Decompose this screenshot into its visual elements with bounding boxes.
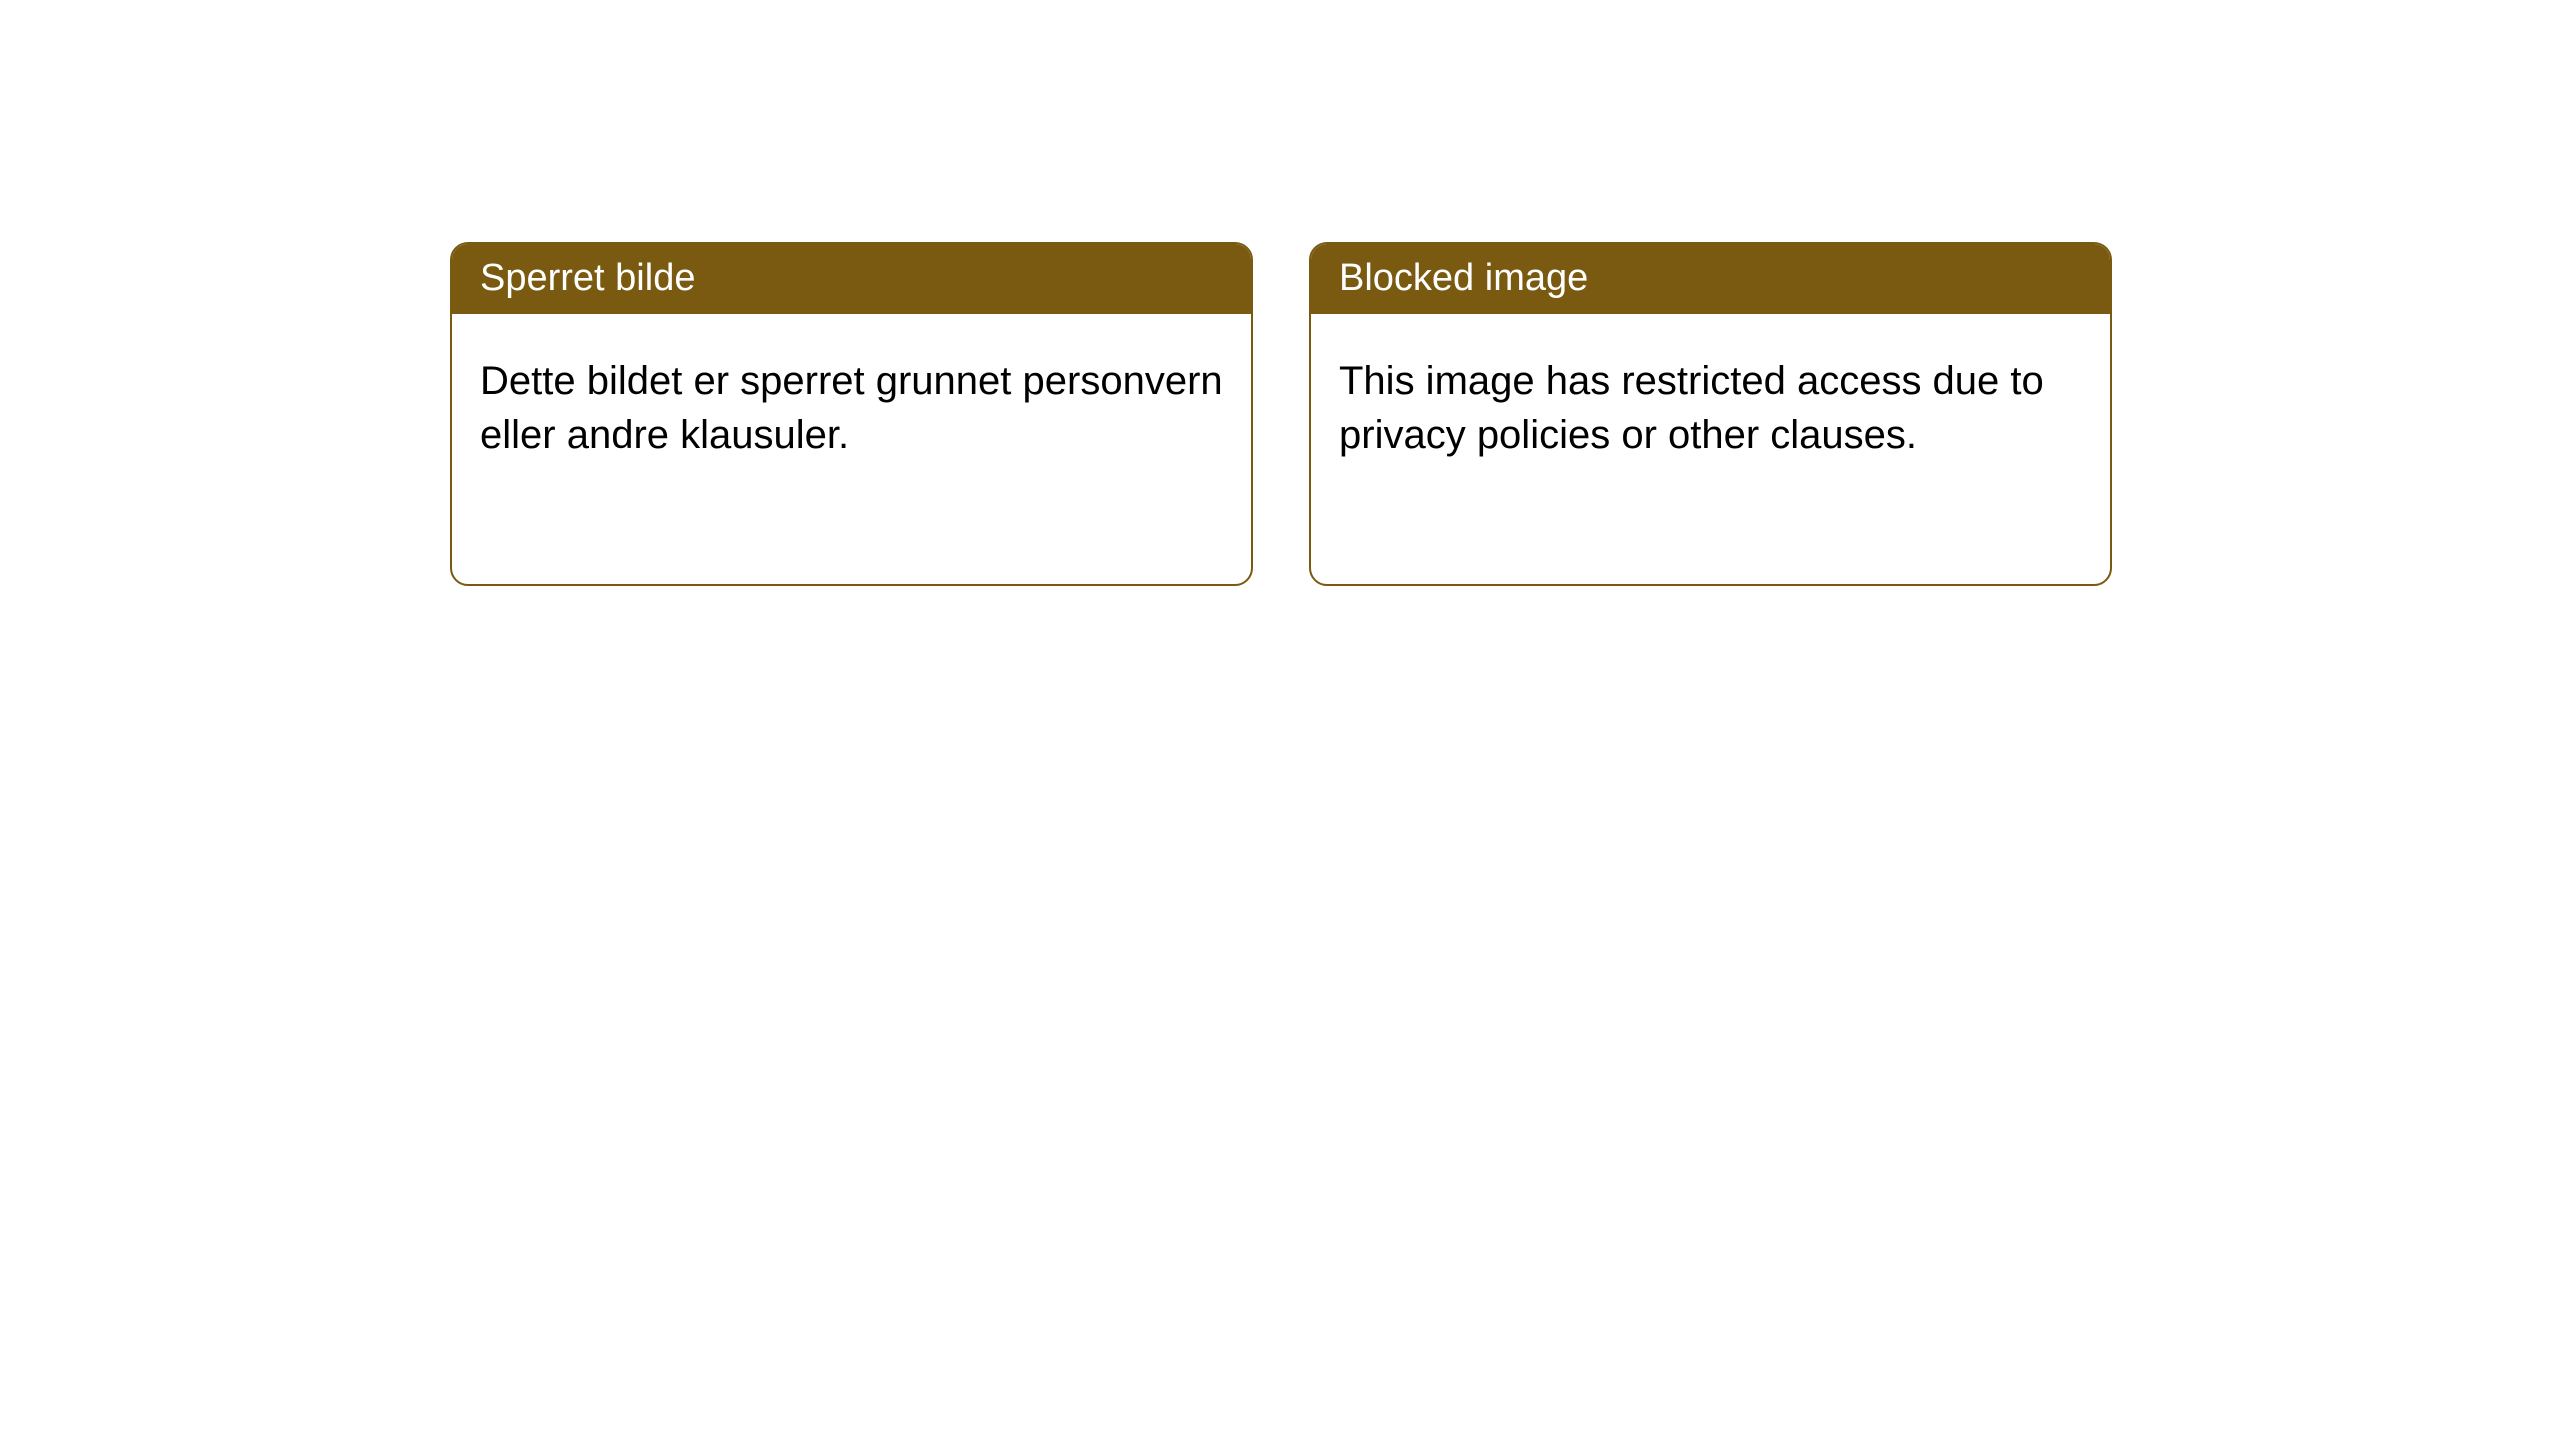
card-header-no: Sperret bilde	[452, 244, 1251, 314]
cards-container: Sperret bilde Dette bildet er sperret gr…	[0, 0, 2560, 586]
card-header-en: Blocked image	[1311, 244, 2110, 314]
card-en: Blocked image This image has restricted …	[1309, 242, 2112, 586]
card-no: Sperret bilde Dette bildet er sperret gr…	[450, 242, 1253, 586]
card-body-en: This image has restricted access due to …	[1311, 314, 2110, 584]
card-body-no: Dette bildet er sperret grunnet personve…	[452, 314, 1251, 584]
